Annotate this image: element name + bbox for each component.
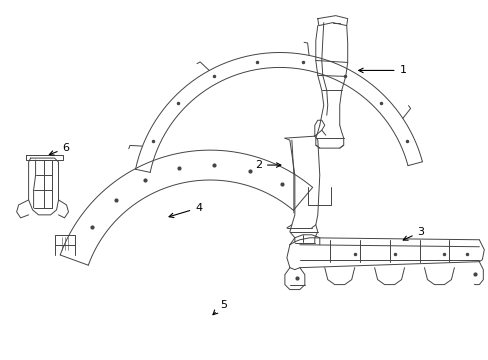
Text: 2: 2 (254, 160, 280, 170)
Text: 1: 1 (358, 66, 406, 76)
Text: 6: 6 (49, 143, 69, 155)
Text: 3: 3 (403, 227, 424, 240)
Text: 5: 5 (213, 300, 226, 315)
Text: 4: 4 (169, 203, 202, 217)
